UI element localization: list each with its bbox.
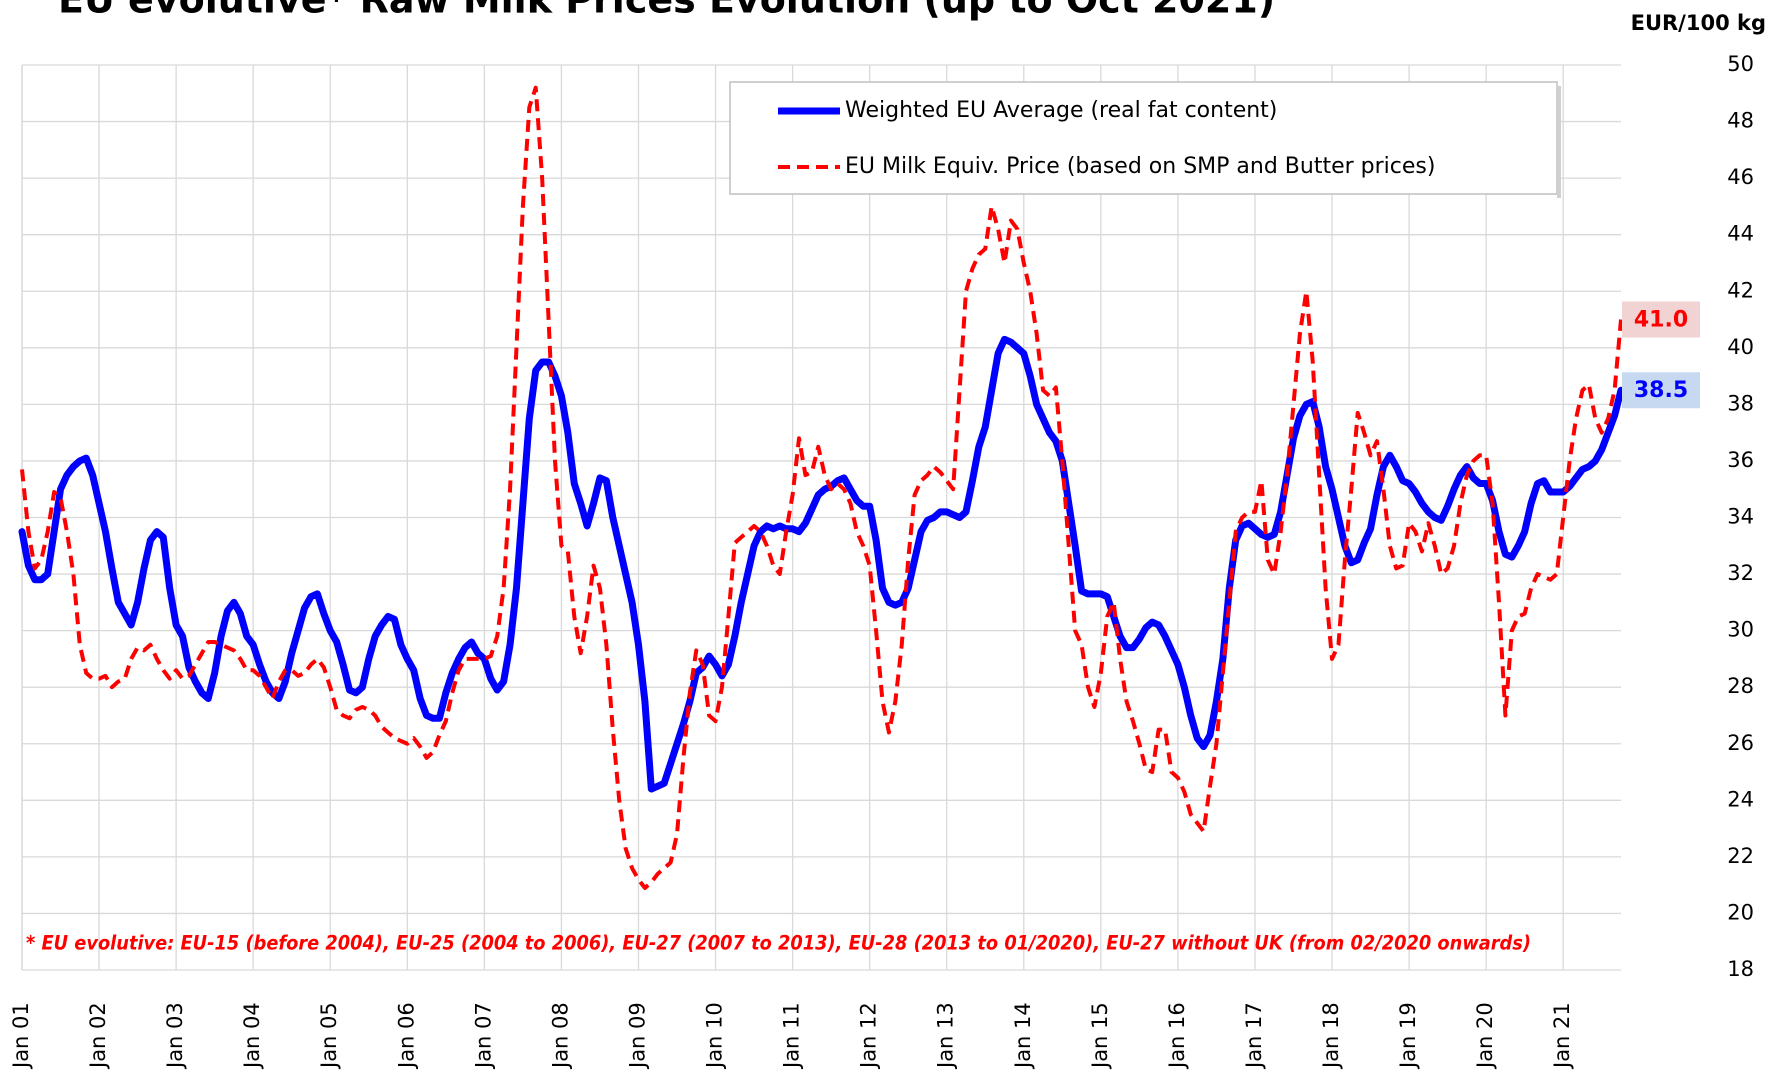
legend-label: EU Milk Equiv. Price (based on SMP and B…: [845, 154, 1435, 179]
x-tick-label: Jan 07: [471, 1002, 495, 1070]
x-tick-label: Jan 06: [394, 1002, 418, 1070]
x-tick-label: Jan 21: [1550, 1002, 1574, 1070]
y-tick-label: 24: [1727, 787, 1754, 811]
chart-title: EU evolutive* Raw Milk Prices Evolution …: [58, 0, 1275, 22]
x-tick-label: Jan 18: [1319, 1002, 1343, 1070]
y-tick-label: 30: [1727, 618, 1754, 642]
x-tick-label: Jan 11: [780, 1002, 804, 1070]
x-tick-label: Jan 17: [1242, 1002, 1266, 1070]
legend: Weighted EU Average (real fat content) EU…: [729, 81, 1561, 198]
x-tick-label: Jan 19: [1396, 1002, 1420, 1070]
y-tick-label: 48: [1727, 109, 1754, 133]
y-tick-label: 20: [1727, 900, 1754, 924]
x-tick-label: Jan 15: [1088, 1002, 1112, 1070]
x-tick-label: Jan 12: [857, 1002, 881, 1070]
y-tick-label: 50: [1727, 52, 1754, 76]
lines: [18, 85, 1625, 890]
y-tick-label: 40: [1727, 335, 1754, 359]
value-label-box: [1622, 301, 1700, 338]
y-tick-label: 44: [1727, 222, 1754, 246]
x-tick-label: Jan 01: [9, 1002, 33, 1070]
x-tick-label: Jan 10: [703, 1002, 727, 1070]
value-label: 38.5: [1634, 378, 1688, 403]
x-tick-label: Jan 13: [934, 1002, 958, 1070]
value-label: 41.0: [1634, 308, 1688, 333]
value-label-box: [1622, 372, 1700, 409]
x-tick-label: Jan 05: [317, 1002, 341, 1070]
x-tick-label: Jan 04: [240, 1002, 264, 1070]
x-tick-label: Jan 20: [1473, 1002, 1497, 1070]
series-line: [20, 85, 1623, 890]
x-tick-label: Jan 09: [625, 1002, 649, 1070]
y-tick-label: 46: [1727, 165, 1754, 189]
x-tick-label: Jan 16: [1165, 1002, 1189, 1070]
y-tick-label: 38: [1727, 391, 1754, 415]
y-axis-label: EUR/100 kg: [1631, 11, 1766, 35]
footnote: * EU evolutive: EU-15 (before 2004), EU-…: [26, 932, 1531, 955]
x-tick-label: Jan 03: [163, 1002, 187, 1070]
x-tick-label: Jan 02: [86, 1002, 110, 1070]
x-tick-label: Jan 14: [1011, 1002, 1035, 1070]
legend-label: Weighted EU Average (real fat content): [845, 98, 1277, 123]
y-tick-label: 42: [1727, 278, 1754, 302]
y-tick-label: 34: [1727, 505, 1754, 529]
y-tick-label: 18: [1727, 957, 1754, 981]
y-tick-label: 36: [1727, 448, 1754, 472]
y-tick-label: 22: [1727, 844, 1754, 868]
y-tick-label: 26: [1727, 731, 1754, 755]
y-tick-label: 32: [1727, 561, 1754, 585]
series-line: [18, 335, 1625, 793]
legend-shadow: [1557, 86, 1561, 198]
x-tick-label: Jan 08: [548, 1002, 572, 1070]
y-tick-label: 28: [1727, 674, 1754, 698]
